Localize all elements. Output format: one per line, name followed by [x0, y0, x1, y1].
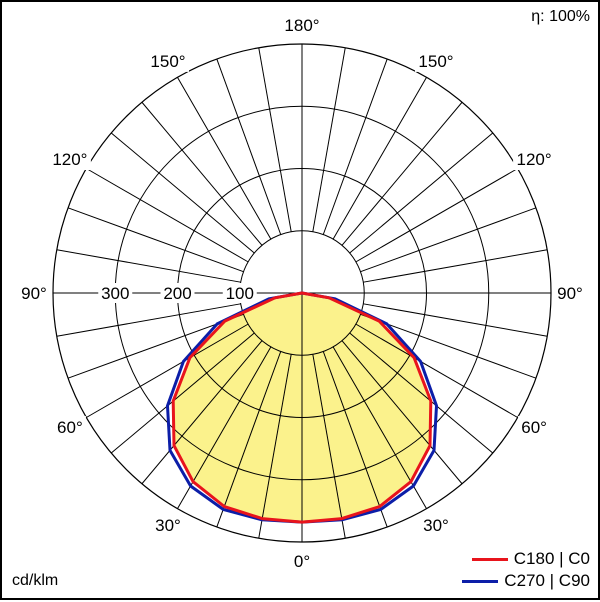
grid-spoke — [349, 132, 494, 254]
grid-spoke — [360, 207, 537, 273]
unit-label: cd/klm — [12, 572, 59, 589]
angle-label-bg — [518, 416, 551, 438]
angle-label-right: 120° — [517, 150, 552, 169]
radial-tick-label: 300 — [101, 284, 129, 303]
angle-label-bg — [291, 550, 313, 572]
legend-label: C180 | C0 — [513, 549, 590, 568]
angle-label-left: 90° — [21, 284, 47, 303]
grid-spoke — [177, 77, 272, 240]
radial-tick-label: 100 — [226, 284, 254, 303]
angle-label-bottom: 0° — [294, 552, 310, 571]
angle-label-right: 60° — [521, 418, 547, 437]
grid-spoke — [341, 101, 463, 246]
grid-spoke — [86, 323, 249, 418]
angle-label-left: 120° — [52, 150, 87, 169]
tick-label-bg — [222, 283, 257, 303]
grid-spoke — [216, 351, 282, 528]
grid-spoke — [332, 77, 427, 240]
grid-spoke — [258, 47, 292, 232]
grid-spoke — [349, 332, 494, 454]
angle-label-left: 30° — [155, 516, 181, 535]
series-line-c180-c0 — [171, 291, 433, 524]
angle-label-right: 150° — [418, 52, 453, 71]
angle-label-bg — [513, 148, 556, 170]
legend: C180 | C0 C270 | C90 — [462, 548, 590, 592]
legend-item: C270 | C90 — [462, 570, 590, 592]
angle-label-bg — [152, 514, 184, 537]
grid-spoke — [110, 132, 255, 254]
angle-label-left: 60° — [57, 418, 83, 437]
grid-spoke — [258, 354, 292, 539]
grid-spoke — [322, 58, 388, 235]
grid-spoke — [141, 340, 263, 485]
grid-spoke — [322, 351, 388, 528]
grid-spoke — [363, 303, 548, 337]
angle-label-right: 90° — [557, 284, 583, 303]
grid-spoke — [86, 168, 249, 263]
legend-swatch-blue — [462, 579, 499, 583]
legend-swatch-red — [471, 557, 508, 561]
legend-item: C180 | C0 — [462, 548, 590, 570]
grid-spoke — [312, 354, 346, 539]
angle-label-bg — [53, 416, 86, 438]
angle-label-bg — [48, 148, 91, 170]
angle-label-bg — [415, 49, 457, 72]
legend-label: C270 | C90 — [504, 571, 590, 590]
radial-tick-label: 200 — [163, 284, 191, 303]
grid-spoke — [216, 58, 282, 235]
grid-spoke — [56, 249, 241, 283]
angle-label-bg — [420, 514, 452, 537]
grid-spoke — [355, 323, 518, 418]
angle-label-top: 180° — [284, 16, 319, 35]
grid-spoke — [341, 340, 463, 485]
grid-spoke — [110, 332, 255, 454]
angle-label-bg — [18, 282, 50, 304]
angle-label-left: 150° — [150, 52, 185, 71]
grid-spoke — [355, 168, 518, 263]
grid-spoke — [312, 47, 346, 232]
grid-spoke — [363, 249, 548, 283]
angle-label-right: 30° — [423, 516, 449, 535]
tick-label-bg — [160, 283, 195, 303]
angle-label-bg — [554, 282, 586, 304]
angle-label-bg — [281, 14, 323, 36]
grid-spoke — [67, 207, 244, 273]
grid-spoke — [141, 101, 263, 246]
angle-label-bg — [147, 49, 189, 72]
efficiency-label: η: 100% — [531, 8, 590, 25]
grid-spoke — [56, 303, 241, 337]
tick-label-bg — [98, 283, 133, 303]
